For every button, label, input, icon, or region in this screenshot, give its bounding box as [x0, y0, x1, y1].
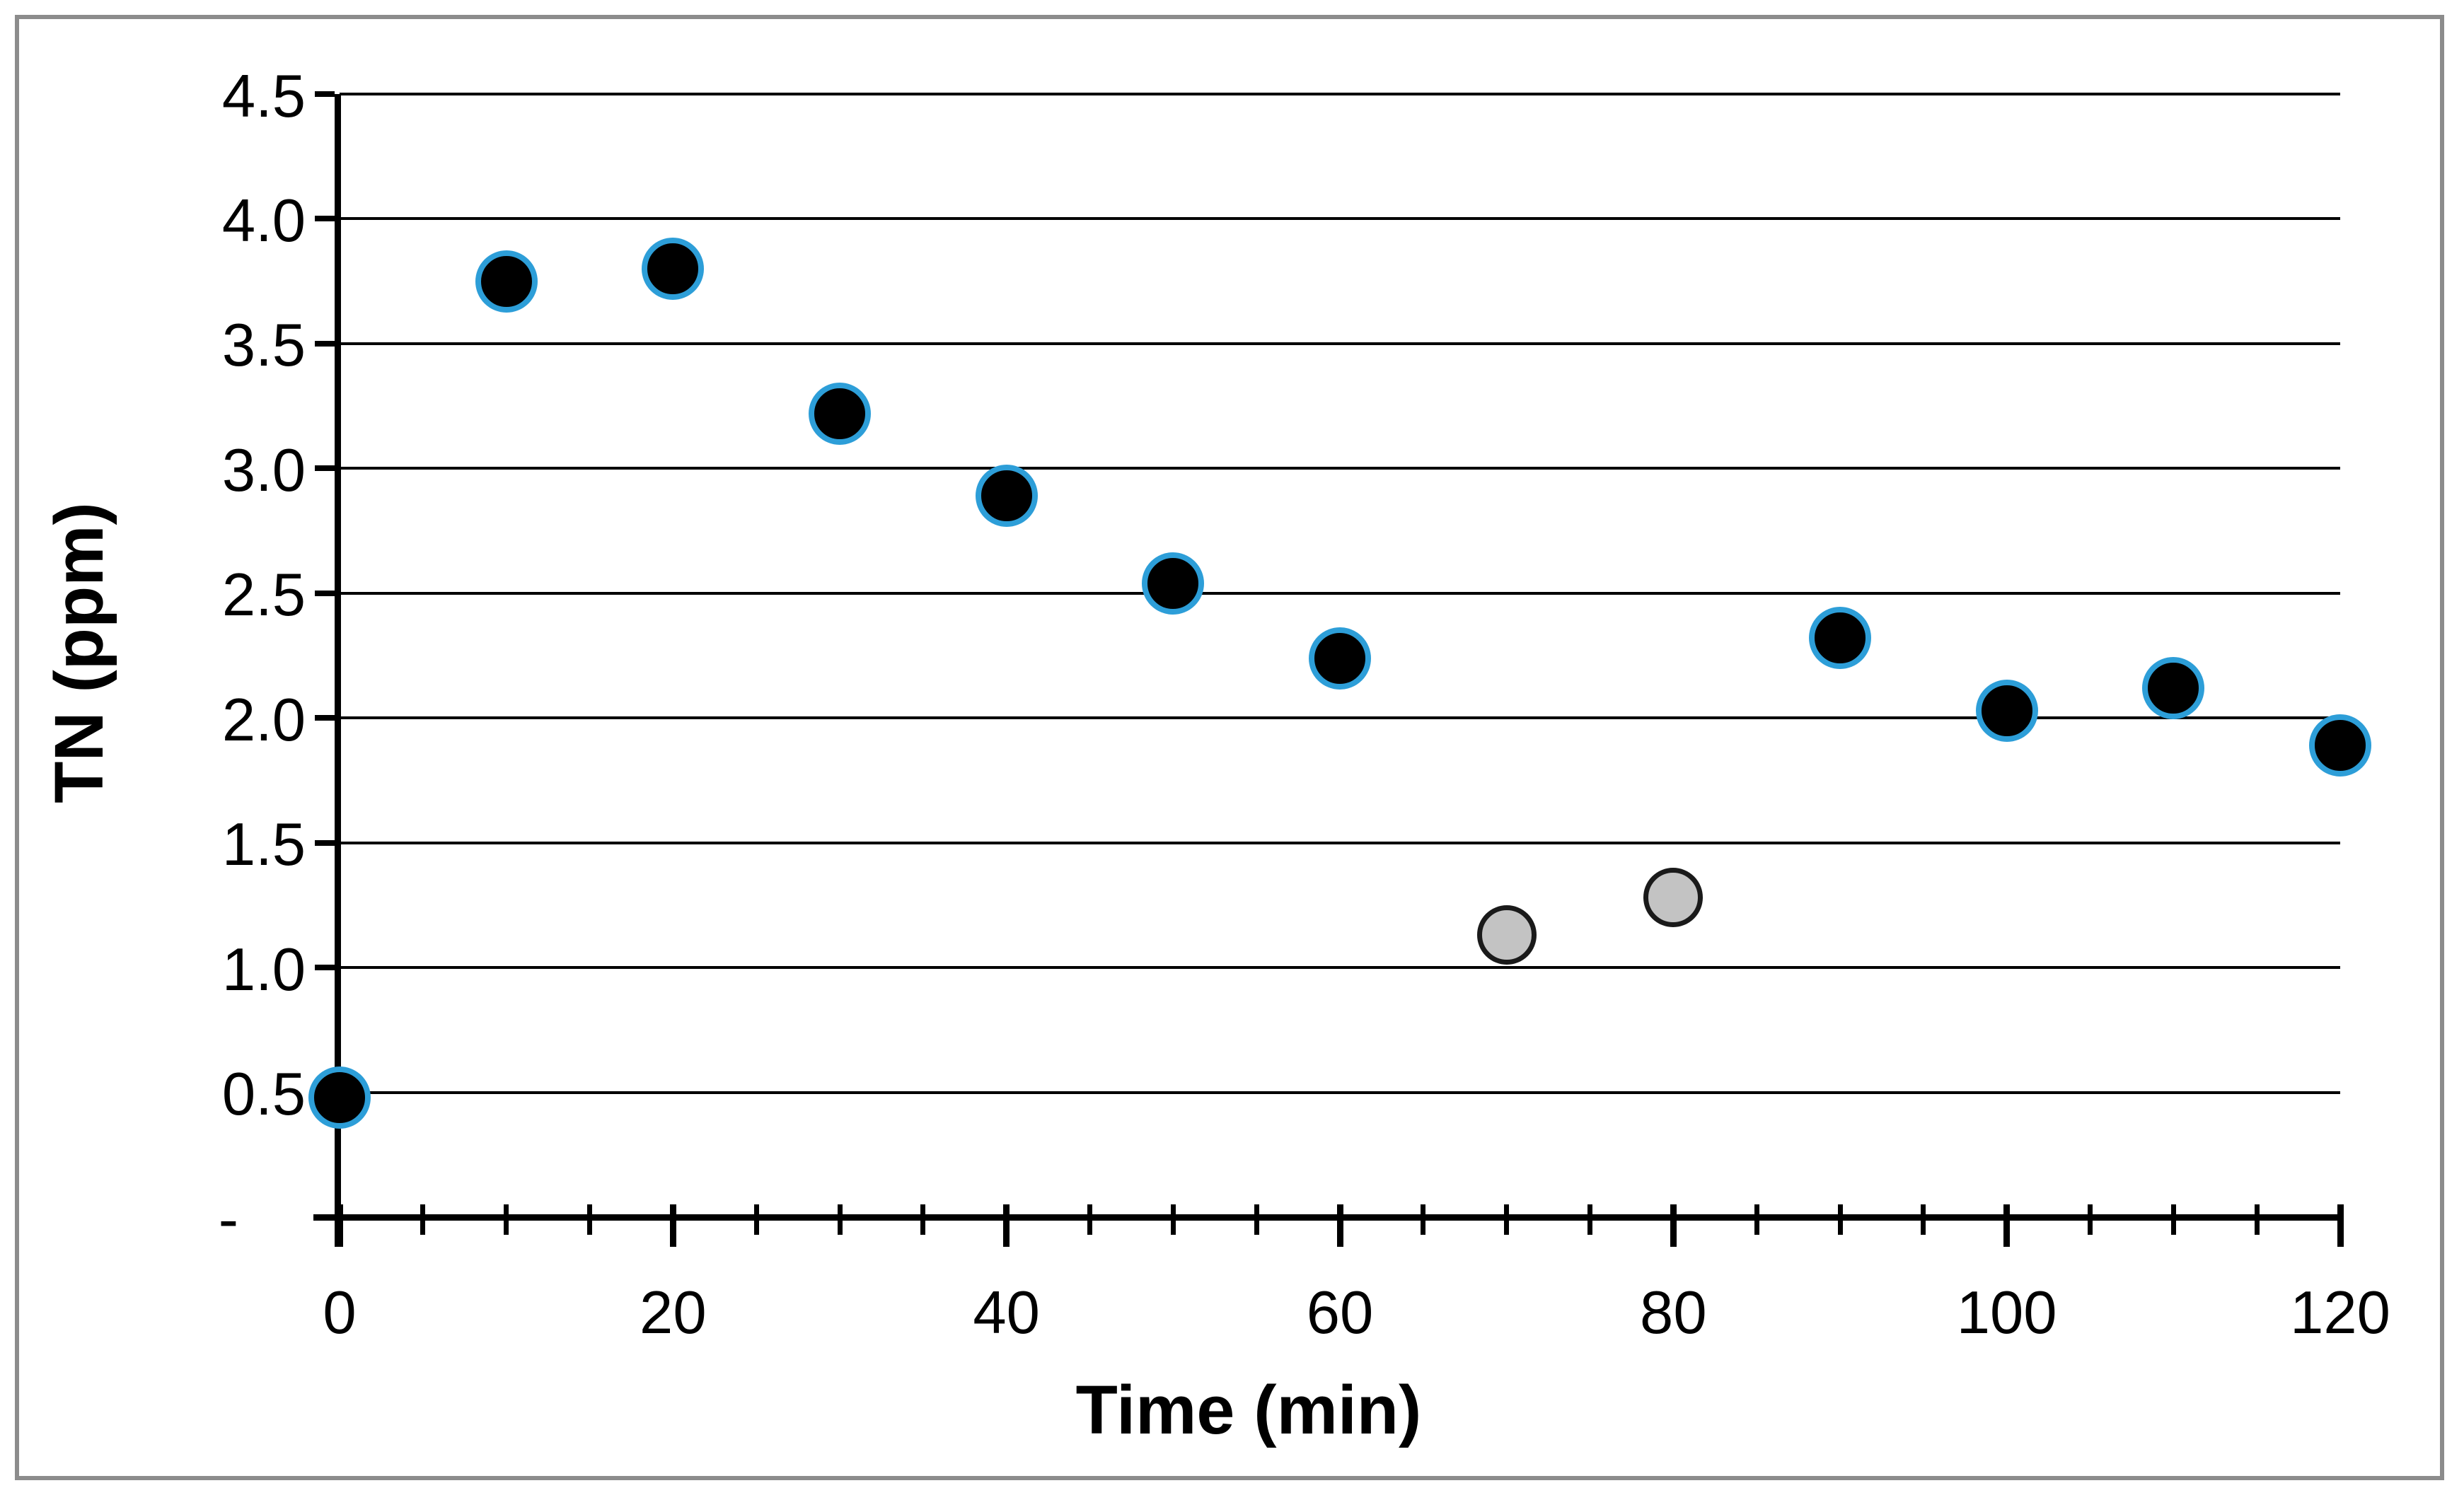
x-axis-minor-tick [1421, 1204, 1426, 1235]
y-gridline [340, 591, 2340, 595]
data-point [975, 465, 1038, 528]
x-axis-major-tick [2337, 1204, 2344, 1247]
x-tick-label: 100 [1956, 1279, 2057, 1347]
y-tick-label: 2.0 [221, 686, 306, 754]
x-axis-minor-tick [920, 1204, 926, 1235]
y-gridline [340, 467, 2340, 470]
data-point [1809, 607, 1871, 670]
x-tick-label: 20 [640, 1279, 707, 1347]
x-tick-label: 60 [1306, 1279, 1374, 1347]
y-tick-label: 1.5 [221, 811, 306, 879]
y-gridline [340, 1091, 2340, 1094]
y-tick-label: 4.0 [221, 187, 306, 255]
data-point [2142, 656, 2205, 719]
x-axis-minor-tick [1921, 1204, 1926, 1235]
y-tick-label: - [218, 1185, 238, 1253]
y-tick-label: 2.5 [221, 562, 306, 629]
x-axis-major-tick [669, 1204, 676, 1247]
x-axis-minor-tick [837, 1204, 843, 1235]
data-point [1309, 627, 1371, 690]
y-gridline [340, 966, 2340, 970]
y-axis-tick [315, 965, 335, 971]
y-axis-line [335, 94, 341, 1247]
y-gridline [340, 841, 2340, 844]
y-axis-tick [315, 715, 335, 721]
x-axis-minor-tick [2170, 1204, 2176, 1235]
y-tick-label: 4.5 [221, 62, 306, 130]
y-gridline [340, 93, 2340, 95]
x-axis-minor-tick [2088, 1204, 2093, 1235]
x-axis-minor-tick [504, 1204, 509, 1235]
x-axis-title: Time (min) [1075, 1371, 1422, 1448]
x-axis-minor-tick [1837, 1204, 1843, 1235]
x-axis-major-tick [2003, 1204, 2011, 1247]
x-axis-minor-tick [1587, 1204, 1592, 1235]
x-tick-label: 40 [973, 1279, 1040, 1347]
y-axis-tick [315, 839, 335, 846]
x-axis-major-tick [336, 1204, 343, 1247]
data-point-gray [1643, 868, 1704, 928]
x-axis-major-tick [1670, 1204, 1677, 1247]
y-axis-tick [315, 216, 335, 222]
x-axis-minor-tick [1170, 1204, 1176, 1235]
x-axis-minor-tick [2254, 1204, 2260, 1235]
x-axis-minor-tick [1504, 1204, 1510, 1235]
x-tick-label: 80 [1640, 1279, 1707, 1347]
x-axis-minor-tick [1254, 1204, 1259, 1235]
data-point [642, 238, 705, 301]
x-axis-minor-tick [420, 1204, 426, 1235]
x-axis-major-tick [1336, 1204, 1343, 1247]
data-point [475, 250, 538, 313]
x-axis-line [313, 1214, 2340, 1221]
y-tick-label: 1.0 [221, 936, 306, 1004]
data-point-gray [1476, 905, 1537, 965]
y-axis-tick [315, 465, 335, 472]
data-point [809, 382, 871, 445]
x-axis-minor-tick [1754, 1204, 1759, 1235]
y-gridline [340, 217, 2340, 221]
x-tick-label: 0 [323, 1279, 357, 1347]
y-gridline [340, 342, 2340, 345]
x-axis-minor-tick [587, 1204, 592, 1235]
data-point [1975, 679, 2038, 742]
y-axis-tick [315, 590, 335, 596]
data-point [1142, 552, 1205, 615]
y-tick-label: 0.5 [221, 1061, 306, 1129]
x-axis-minor-tick [1087, 1204, 1092, 1235]
y-gridline [340, 716, 2340, 720]
y-axis-tick [315, 91, 335, 97]
data-point [308, 1066, 371, 1129]
chart-frame [15, 15, 2444, 1480]
data-point [2309, 714, 2371, 777]
y-tick-label: 3.5 [221, 312, 306, 380]
y-tick-label: 3.0 [221, 436, 306, 504]
x-axis-major-tick [1003, 1204, 1010, 1247]
y-axis-tick [315, 340, 335, 347]
x-axis-minor-tick [753, 1204, 759, 1235]
x-tick-label: 120 [2290, 1279, 2390, 1347]
